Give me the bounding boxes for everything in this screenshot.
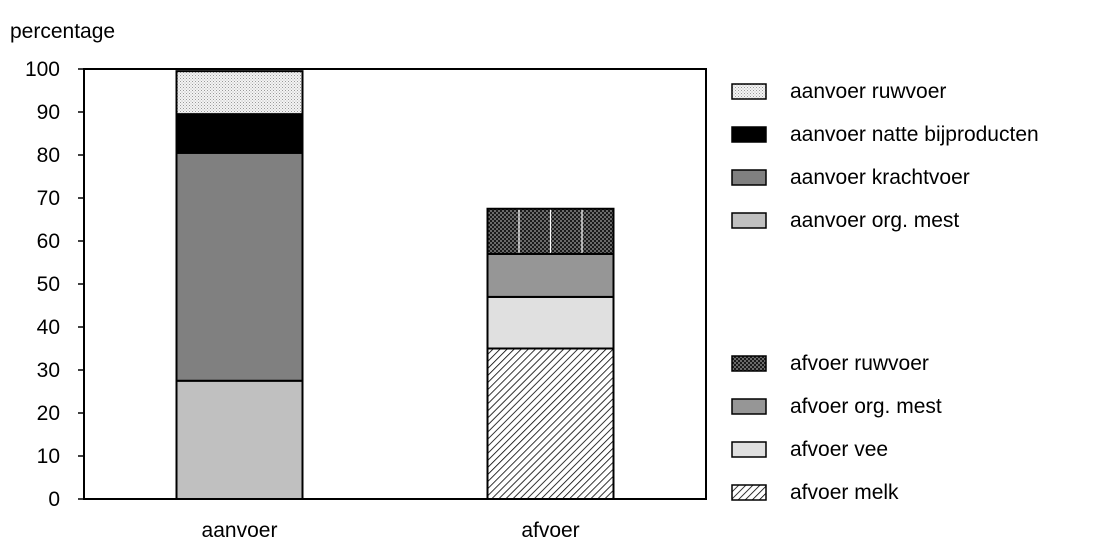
- legend-item: aanvoer org. mest: [731, 209, 959, 232]
- bar-segment: [486, 347, 615, 500]
- y-tick-label: 20: [37, 402, 60, 425]
- bar-segment: [486, 252, 615, 298]
- legend-label: aanvoer natte bijproducten: [790, 123, 1039, 146]
- legend-item: afvoer vee: [731, 438, 888, 461]
- legend-swatch: [731, 169, 767, 186]
- x-axis: aanvoer afvoer: [202, 519, 580, 542]
- legend-label: afvoer vee: [790, 438, 888, 461]
- y-tick-label: 10: [37, 445, 60, 468]
- legend-swatch: [731, 126, 767, 143]
- bar-segment: [175, 113, 304, 154]
- legend-item: aanvoer natte bijproducten: [731, 123, 1039, 146]
- legend-item: afvoer ruwvoer: [731, 352, 929, 375]
- y-tick-label: 70: [37, 187, 60, 210]
- legend-label: aanvoer org. mest: [790, 209, 959, 232]
- plot-area-frame: [83, 68, 707, 500]
- x-tick-label: afvoer: [521, 519, 579, 542]
- x-tick-label: aanvoer: [202, 519, 278, 542]
- y-tick-label: 30: [37, 359, 60, 382]
- y-tick-label: 60: [37, 230, 60, 253]
- y-axis-label: percentage: [10, 20, 115, 43]
- legend-item: aanvoer ruwvoer: [731, 80, 946, 103]
- bar-segment: [175, 151, 304, 382]
- legend-item: aanvoer krachtvoer: [731, 166, 970, 189]
- legend-label: afvoer org. mest: [790, 395, 942, 418]
- legend: aanvoer ruwvoer aanvoer natte bijproducte…: [731, 80, 1039, 504]
- bar-segment: [175, 70, 304, 116]
- bar-segment: [175, 379, 304, 500]
- legend-swatch: [731, 355, 767, 372]
- legend-swatch: [731, 212, 767, 229]
- legend-item: afvoer org. mest: [731, 395, 942, 418]
- legend-swatch: [731, 398, 767, 415]
- legend-swatch: [731, 484, 767, 501]
- legend-label: aanvoer ruwvoer: [790, 80, 946, 103]
- legend-label: afvoer ruwvoer: [790, 352, 929, 375]
- y-tick-label: 40: [37, 316, 60, 339]
- y-tick-label: 100: [25, 58, 60, 81]
- bars: [175, 70, 615, 500]
- y-tick-label: 0: [48, 488, 60, 511]
- bar-segment: [486, 295, 615, 350]
- y-tick-label: 50: [37, 273, 60, 296]
- y-axis: 0 10 20 30 40 50 60 70 80 90 100: [25, 58, 84, 511]
- y-tick-label: 90: [37, 101, 60, 124]
- y-tick-label: 80: [37, 144, 60, 167]
- legend-label: afvoer melk: [790, 481, 899, 504]
- legend-swatch: [731, 441, 767, 458]
- legend-item: afvoer melk: [731, 481, 899, 504]
- legend-label: aanvoer krachtvoer: [790, 166, 970, 189]
- legend-swatch: [731, 83, 767, 100]
